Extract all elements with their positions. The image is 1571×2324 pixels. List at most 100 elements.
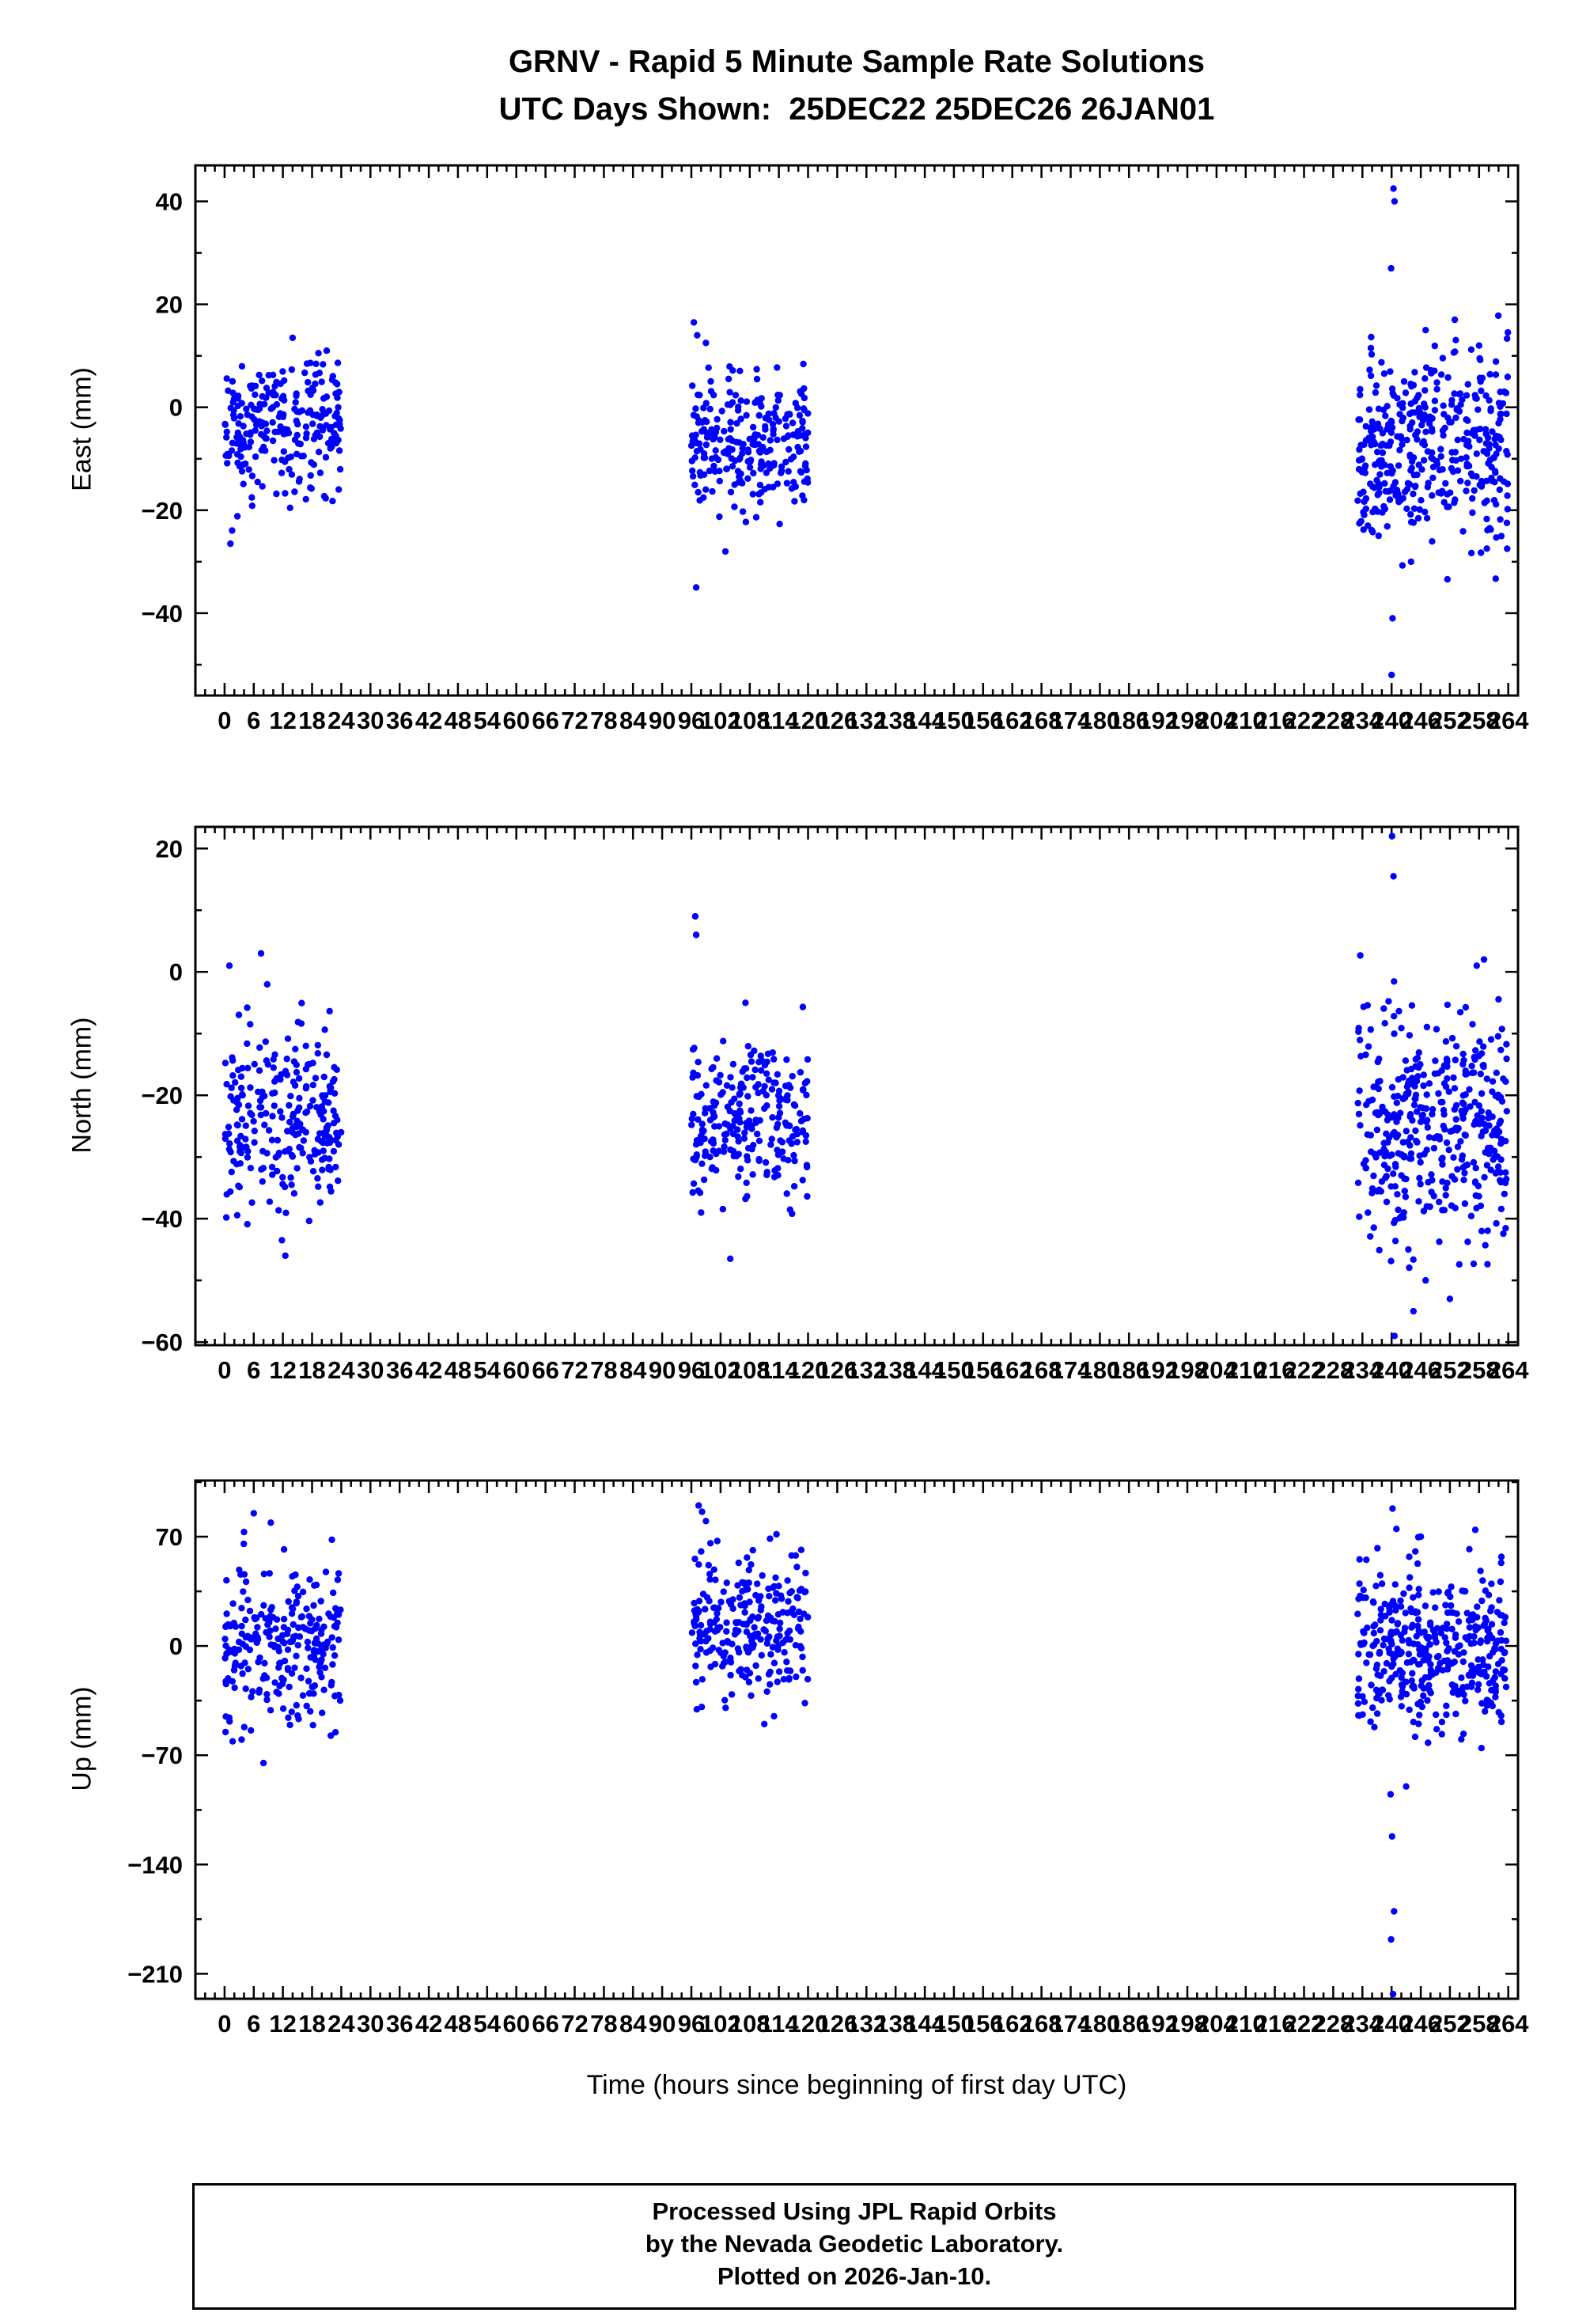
x-tick-label: 264 bbox=[1488, 1356, 1529, 1384]
x-tick-label: 198 bbox=[1167, 2010, 1208, 2038]
x-tick-label: 0 bbox=[218, 707, 231, 734]
footer-box: Processed Using JPL Rapid Orbits by the … bbox=[192, 2183, 1516, 2310]
x-tick-label: 234 bbox=[1342, 1356, 1383, 1384]
x-tick-label: 60 bbox=[502, 1356, 529, 1384]
x-tick-label: 6 bbox=[247, 1356, 260, 1384]
x-tick-label: 246 bbox=[1400, 2010, 1441, 2038]
x-tick-label: 30 bbox=[357, 2010, 384, 2038]
x-tick-label: 126 bbox=[817, 2010, 858, 2038]
x-tick-label: 84 bbox=[619, 2010, 647, 2038]
y-tick-label: −60 bbox=[141, 1329, 183, 1356]
x-tick-label: 132 bbox=[846, 707, 887, 734]
x-tick-label: 36 bbox=[386, 1356, 413, 1384]
x-tick-label: 240 bbox=[1371, 2010, 1412, 2038]
y-tick-label: 40 bbox=[156, 188, 183, 216]
x-tick-label: 102 bbox=[700, 1356, 741, 1384]
x-tick-label: 186 bbox=[1108, 1356, 1149, 1384]
x-tick-label: 138 bbox=[875, 707, 916, 734]
x-tick-label: 204 bbox=[1196, 707, 1237, 734]
y-tick-label: 70 bbox=[156, 1523, 183, 1551]
x-tick-label: 24 bbox=[327, 707, 355, 734]
x-tick-label: 210 bbox=[1225, 707, 1266, 734]
x-tick-label: 42 bbox=[415, 2010, 442, 2038]
x-tick-label: 246 bbox=[1400, 707, 1441, 734]
x-tick-label: 198 bbox=[1167, 1356, 1208, 1384]
x-tick-label: 36 bbox=[386, 707, 413, 734]
x-tick-label: 216 bbox=[1255, 707, 1296, 734]
footer-line-1: Processed Using JPL Rapid Orbits bbox=[652, 2197, 1057, 2225]
x-tick-label: 240 bbox=[1371, 1356, 1412, 1384]
x-tick-label: 12 bbox=[269, 1356, 296, 1384]
x-tick-label: 6 bbox=[247, 707, 260, 734]
x-tick-label: 120 bbox=[788, 707, 829, 734]
x-tick-label: 90 bbox=[649, 2010, 676, 2038]
x-tick-label: 72 bbox=[561, 707, 588, 734]
y-tick-label: 0 bbox=[169, 958, 183, 986]
x-tick-label: 252 bbox=[1429, 1356, 1471, 1384]
x-tick-label: 114 bbox=[759, 1356, 800, 1384]
x-tick-label: 54 bbox=[474, 2010, 502, 2038]
x-tick-label: 54 bbox=[474, 1356, 502, 1384]
x-tick-label: 168 bbox=[1021, 707, 1062, 734]
x-tick-label: 198 bbox=[1167, 707, 1208, 734]
x-tick-label: 54 bbox=[474, 707, 502, 734]
x-tick-label: 192 bbox=[1138, 1356, 1179, 1384]
x-tick-label: 18 bbox=[298, 1356, 325, 1384]
x-tick-label: 180 bbox=[1080, 2010, 1121, 2038]
x-tick-label: 138 bbox=[875, 2010, 916, 2038]
x-tick-label: 234 bbox=[1342, 2010, 1383, 2038]
x-tick-label: 84 bbox=[619, 707, 647, 734]
x-tick-label: 108 bbox=[729, 707, 770, 734]
x-tick-label: 156 bbox=[963, 1356, 1004, 1384]
x-tick-label: 144 bbox=[904, 1356, 945, 1384]
x-tick-label: 108 bbox=[729, 1356, 770, 1384]
x-tick-label: 6 bbox=[247, 2010, 260, 2038]
x-tick-label: 0 bbox=[218, 2010, 231, 2038]
x-tick-label: 228 bbox=[1313, 2010, 1354, 2038]
scatter-points bbox=[221, 1502, 1510, 1998]
x-tick-label: 120 bbox=[788, 2010, 829, 2038]
x-tick-label: 48 bbox=[445, 2010, 471, 2038]
north-axis-label: North (mm) bbox=[66, 1017, 97, 1154]
y-tick-label: −70 bbox=[141, 1742, 183, 1769]
x-tick-label: 264 bbox=[1488, 2010, 1529, 2038]
plot-frame bbox=[194, 164, 1520, 697]
x-tick-label: 60 bbox=[502, 2010, 529, 2038]
x-tick-label: 0 bbox=[218, 1356, 231, 1384]
x-tick-label: 150 bbox=[933, 1356, 975, 1384]
x-tick-label: 162 bbox=[992, 707, 1033, 734]
x-tick-label: 150 bbox=[933, 707, 975, 734]
x-tick-label: 264 bbox=[1488, 707, 1529, 734]
x-tick-label: 42 bbox=[415, 707, 442, 734]
x-tick-label: 228 bbox=[1313, 1356, 1354, 1384]
footer-line-2: by the Nevada Geodetic Laboratory. bbox=[645, 2230, 1064, 2258]
x-tick-label: 12 bbox=[269, 707, 296, 734]
x-tick-label: 192 bbox=[1138, 2010, 1179, 2038]
x-axis-label: Time (hours since beginning of first day… bbox=[586, 2070, 1127, 2100]
x-tick-label: 174 bbox=[1050, 1356, 1092, 1384]
x-tick-label: 96 bbox=[678, 707, 705, 734]
y-tick-label: −210 bbox=[127, 1960, 183, 1988]
x-tick-label: 90 bbox=[649, 1356, 676, 1384]
x-tick-label: 192 bbox=[1138, 707, 1179, 734]
x-tick-label: 78 bbox=[590, 707, 617, 734]
x-tick-label: 48 bbox=[445, 707, 471, 734]
x-tick-label: 72 bbox=[561, 1356, 588, 1384]
x-tick-label: 24 bbox=[327, 1356, 355, 1384]
x-tick-label: 252 bbox=[1429, 2010, 1471, 2038]
x-tick-label: 96 bbox=[678, 1356, 705, 1384]
y-tick-label: −40 bbox=[141, 600, 183, 627]
x-tick-label: 210 bbox=[1225, 1356, 1266, 1384]
x-tick-label: 12 bbox=[269, 2010, 296, 2038]
x-tick-label: 126 bbox=[817, 707, 858, 734]
x-tick-label: 42 bbox=[415, 1356, 442, 1384]
x-tick-label: 30 bbox=[357, 1356, 384, 1384]
x-tick-label: 30 bbox=[357, 707, 384, 734]
x-tick-label: 90 bbox=[649, 707, 676, 734]
east-axis-label: East (mm) bbox=[66, 367, 97, 491]
x-tick-label: 180 bbox=[1080, 707, 1121, 734]
